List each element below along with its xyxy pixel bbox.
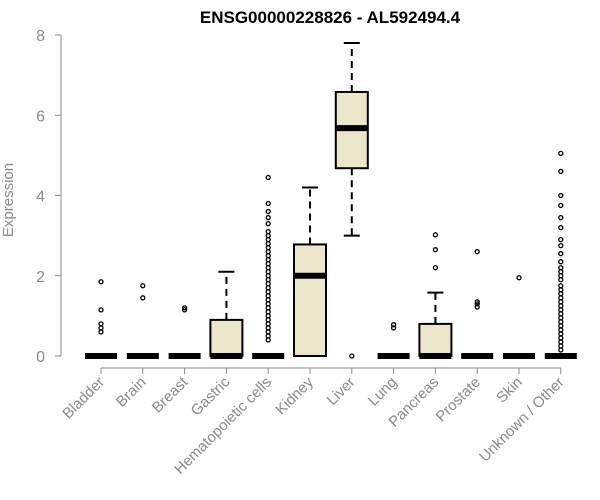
x-tick-label: Liver — [324, 374, 359, 409]
outlier-point — [558, 168, 564, 175]
outlier-point — [558, 202, 564, 209]
outlier-point — [181, 307, 188, 313]
outlier-point — [432, 247, 439, 253]
y-tick-label: 2 — [36, 269, 45, 286]
box-bladder — [85, 279, 117, 359]
outlier-point — [265, 200, 271, 207]
box-iqr — [293, 243, 327, 357]
outlier-point — [558, 214, 564, 221]
outlier-point — [558, 224, 564, 231]
outlier-point — [181, 305, 188, 311]
outlier-point — [558, 192, 564, 199]
x-tick-label: Kidney — [272, 373, 317, 418]
outlier-point — [390, 325, 397, 331]
box-iqr — [209, 318, 244, 358]
outlier-point — [265, 228, 271, 235]
outlier-point — [265, 214, 271, 221]
box-iqr — [418, 322, 453, 357]
outlier-point — [558, 243, 564, 249]
box-brain — [126, 283, 159, 359]
y-tick-label: 4 — [36, 189, 45, 206]
box-pancreas — [418, 232, 453, 359]
x-tick-label: Brain — [113, 374, 150, 411]
outlier-point — [98, 321, 104, 327]
outlier-point — [432, 265, 439, 271]
box-liver — [334, 42, 369, 359]
box-unknown-other — [544, 150, 577, 359]
outlier-point — [432, 232, 439, 238]
outlier-point — [558, 265, 564, 271]
y-tick-label: 8 — [36, 28, 45, 45]
box-lung — [377, 322, 410, 359]
outlier-point — [390, 322, 397, 328]
outlier-point — [98, 307, 104, 313]
outlier-point — [474, 304, 480, 310]
outlier-point — [98, 279, 104, 285]
outlier-point — [558, 283, 564, 289]
x-tick-label: Skin — [493, 374, 526, 407]
outlier-point — [516, 275, 522, 281]
outlier-point — [558, 236, 564, 243]
outlier-point — [558, 150, 564, 157]
outlier-point — [140, 295, 146, 301]
outlier-point — [265, 174, 271, 181]
box-skin — [503, 275, 535, 359]
box-kidney — [293, 186, 327, 357]
outlier-point — [140, 283, 146, 289]
box-hematopoietic-cells — [252, 174, 285, 359]
outlier-point — [474, 301, 480, 307]
x-tick-label: Bladder — [59, 374, 108, 423]
plot-area — [85, 42, 577, 359]
outlier-point — [349, 353, 355, 359]
y-axis-label: Expression — [0, 163, 17, 237]
outlier-point — [558, 259, 564, 265]
x-tick-label: Prostate — [432, 374, 484, 426]
box-prostate — [461, 249, 494, 359]
x-tick-label: Breast — [149, 373, 192, 416]
box-breast — [168, 305, 201, 359]
y-tick-label: 0 — [36, 349, 45, 366]
outlier-point — [474, 249, 480, 255]
y-axis: 0 2 4 6 8 — [36, 28, 62, 366]
outlier-point — [474, 299, 480, 305]
box-gastric — [209, 270, 244, 359]
chart-title: ENSG00000228826 - AL592494.4 — [200, 8, 461, 27]
outlier-point — [558, 251, 564, 257]
x-tick-label: Lung — [365, 374, 401, 410]
outlier-point — [265, 208, 271, 215]
outlier-point — [265, 220, 271, 227]
y-tick-label: 6 — [36, 108, 45, 125]
